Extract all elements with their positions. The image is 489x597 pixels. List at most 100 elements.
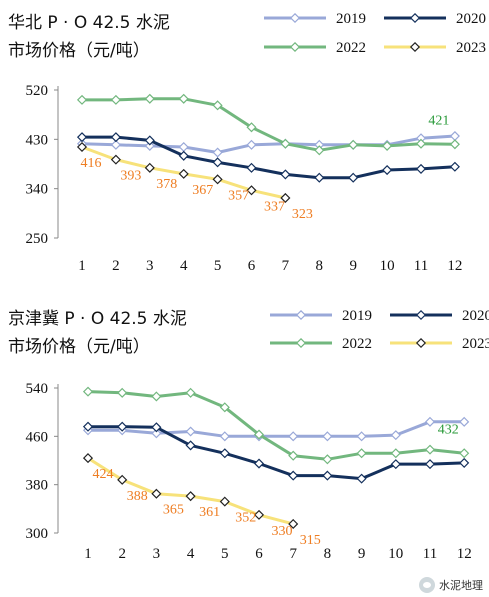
series-point-2022	[151, 391, 162, 402]
x-tick-label: 3	[153, 546, 161, 562]
series-point-2019	[322, 431, 333, 442]
series-point-2022	[424, 444, 436, 455]
data-label-2023: 352	[235, 511, 256, 526]
x-tick-label: 10	[388, 546, 403, 562]
series-point-2019	[144, 140, 155, 151]
series-point-2022	[356, 448, 367, 459]
series-point-2019	[449, 130, 460, 142]
y-tick-label: 380	[26, 478, 49, 494]
legend-label-2022: 2022	[336, 40, 366, 56]
series-point-2023	[144, 162, 155, 173]
legend-label-2020: 2020	[456, 11, 486, 27]
x-tick-label: 10	[380, 258, 395, 274]
series-point-2022	[280, 138, 291, 149]
x-tick-label: 3	[146, 258, 154, 274]
y-tick-label: 250	[26, 231, 49, 247]
data-label-2023: 416	[81, 156, 102, 171]
series-point-2023	[82, 453, 94, 464]
series-point-2023	[151, 488, 162, 499]
series-point-2022	[390, 448, 401, 459]
series-line-2020	[82, 135, 455, 180]
series-point-2022	[117, 387, 128, 398]
series-point-2020	[76, 132, 88, 143]
series-point-2019	[424, 416, 436, 427]
data-label-2023: 365	[163, 503, 184, 518]
series-point-2023	[178, 168, 189, 179]
watermark: 水泥地理	[419, 577, 483, 593]
series-point-2019	[390, 430, 401, 441]
series-point-2020	[144, 135, 155, 146]
series-point-2020	[178, 150, 189, 161]
y-tick-label: 540	[26, 381, 49, 397]
series-point-2019	[288, 431, 299, 442]
x-tick-label: 11	[423, 546, 437, 562]
series-point-2020	[415, 163, 427, 174]
series-point-2023	[185, 491, 196, 502]
series-point-2022	[219, 402, 230, 413]
series-point-2019	[246, 139, 257, 150]
series-point-2019	[219, 431, 230, 442]
series-point-2022	[185, 387, 196, 398]
series-point-2020	[212, 157, 223, 168]
data-label-2022-end: 432	[438, 422, 459, 437]
chart-title-line1: 华北 P · O 42.5 水泥	[8, 13, 170, 33]
series-point-2020	[185, 440, 196, 451]
series-point-2022	[178, 93, 189, 104]
series-point-2022	[415, 138, 427, 149]
series-point-2020	[449, 161, 460, 172]
x-tick-label: 8	[324, 546, 332, 562]
series-point-2022	[459, 448, 470, 459]
series-point-2020	[356, 473, 367, 484]
series-point-2020	[110, 132, 121, 143]
legend-marker-2019	[289, 12, 301, 24]
series-point-2019	[212, 147, 223, 158]
series-point-2019	[110, 139, 121, 150]
series-point-2023	[288, 518, 299, 529]
x-tick-label: 1	[78, 258, 86, 274]
x-tick-label: 4	[180, 258, 188, 274]
legend-label-2023: 2023	[462, 336, 489, 352]
x-tick-label: 4	[187, 546, 195, 562]
y-tick-label: 300	[26, 526, 49, 542]
series-point-2020	[253, 458, 265, 469]
x-tick-label: 7	[282, 258, 290, 274]
series-point-2020	[117, 421, 128, 432]
series-point-2023	[117, 474, 128, 485]
series-point-2022	[212, 100, 223, 111]
x-tick-label: 6	[248, 258, 256, 274]
x-tick-label: 2	[112, 258, 120, 274]
series-point-2020	[322, 470, 333, 481]
series-line-2022	[82, 97, 455, 152]
series-point-2019	[356, 431, 367, 442]
chart-title: 京津冀 P · O 42.5 水泥 市场价格（元/吨）	[8, 308, 187, 358]
series-line-2022	[87, 390, 465, 461]
series-point-2020	[151, 422, 162, 433]
series-point-2020	[314, 172, 325, 183]
data-label-2023: 330	[272, 524, 293, 539]
legend-marker-2023	[409, 41, 421, 53]
x-tick-label: 6	[255, 546, 263, 562]
x-tick-label: 12	[457, 546, 472, 562]
x-tick-label: 7	[289, 546, 297, 562]
data-label-2023: 393	[120, 169, 141, 184]
x-tick-label: 5	[214, 258, 222, 274]
x-tick-label: 9	[358, 546, 366, 562]
series-point-2022	[449, 139, 460, 150]
x-tick-label: 5	[221, 546, 229, 562]
series-point-2019	[459, 416, 470, 427]
series-point-2023	[246, 185, 257, 196]
legend-label-2019: 2019	[336, 11, 366, 27]
data-label-2023: 367	[192, 183, 213, 198]
series-point-2020	[424, 459, 436, 470]
series-point-2022	[110, 94, 121, 105]
series-point-2020	[246, 162, 257, 173]
series-point-2020	[219, 448, 230, 459]
series-point-2022	[246, 122, 257, 133]
legend-marker-2023	[415, 337, 427, 349]
watermark-text: 水泥地理	[439, 579, 483, 592]
series-point-2022	[288, 450, 299, 461]
chart-title: 华北 P · O 42.5 水泥 市场价格（元/吨）	[8, 12, 170, 62]
data-label-2023: 357	[228, 188, 249, 203]
wechat-logo-icon	[419, 577, 435, 593]
